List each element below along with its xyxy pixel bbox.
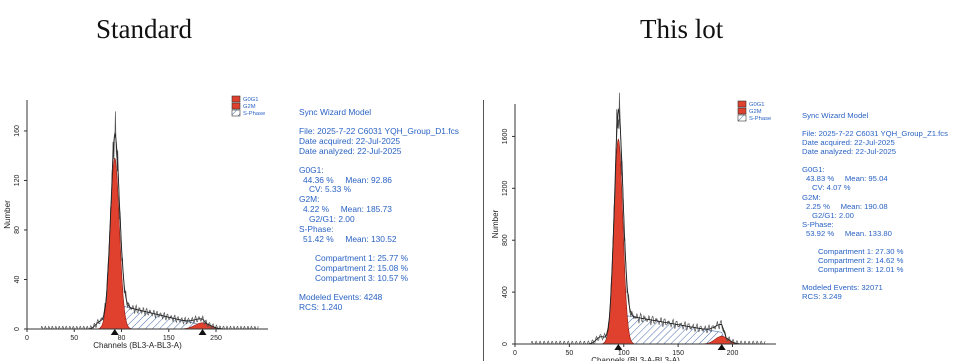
y-tick-label: 160 bbox=[14, 125, 21, 137]
s-phase-pct-mean: 51.42 % Mean: 130.52 bbox=[299, 235, 459, 245]
this-lot-model-info: Sync Wizard Model File: 2025-7-22 C6031 … bbox=[802, 111, 948, 301]
model-name: Sync Wizard Model bbox=[802, 111, 948, 120]
compartment-3: Compartment 3: 10.57 % bbox=[299, 274, 459, 284]
g0g1-title: G0G1: bbox=[802, 165, 948, 174]
y-tick-label: 400 bbox=[502, 286, 509, 298]
g0g1-peak bbox=[99, 158, 131, 329]
raw-histogram-line bbox=[531, 93, 765, 344]
standard-model-info: Sync Wizard Model File: 2025-7-22 C6031 … bbox=[299, 108, 459, 312]
file-name: File: 2025-7-22 C6031 YQH_Group_Z1.fcs bbox=[802, 129, 948, 138]
legend-label: S-Phase bbox=[243, 111, 265, 117]
date-analyzed: Date analyzed: 22-Jul-2025 bbox=[802, 147, 948, 156]
model-name: Sync Wizard Model bbox=[299, 108, 459, 118]
date-analyzed: Date analyzed: 22-Jul-2025 bbox=[299, 147, 459, 157]
y-tick-label: 40 bbox=[14, 275, 21, 283]
peak-marker bbox=[614, 344, 622, 350]
y-tick-label: 80 bbox=[14, 226, 21, 234]
raw-histogram-line bbox=[41, 111, 258, 329]
x-tick-label: 50 bbox=[70, 335, 78, 342]
legend-swatch bbox=[232, 110, 240, 116]
legend-label: G0G1 bbox=[243, 97, 258, 103]
y-tick-label: 1600 bbox=[502, 129, 509, 145]
legend-swatch bbox=[232, 96, 240, 102]
model-fit-line bbox=[531, 110, 765, 345]
y-tick-label: 0 bbox=[502, 342, 509, 346]
x-tick-label: 50 bbox=[565, 350, 573, 357]
y-axis-label: Number bbox=[491, 209, 500, 238]
peak-marker bbox=[718, 344, 726, 350]
y-tick-label: 0 bbox=[14, 327, 21, 331]
y-axis-label: Number bbox=[3, 200, 12, 229]
g0g1-peak bbox=[603, 139, 634, 344]
x-tick-label: 0 bbox=[25, 335, 29, 342]
g0g1-cv: CV: 5.33 % bbox=[299, 185, 459, 195]
legend-swatch bbox=[738, 101, 746, 107]
compartment-3: Compartment 3: 12.01 % bbox=[802, 265, 948, 274]
g0g1-cv: CV: 4.07 % bbox=[802, 183, 948, 192]
g0g1-pct-mean: 43.83 % Mean: 95.04 bbox=[802, 174, 948, 183]
legend-swatch bbox=[738, 115, 746, 121]
compartment-2: Compartment 2: 14.62 % bbox=[802, 256, 948, 265]
y-tick-label: 120 bbox=[14, 175, 21, 187]
x-axis-label: Channels (BL3-A-BL3-A) bbox=[93, 341, 182, 350]
legend-label: G0G1 bbox=[749, 102, 764, 108]
rcs-value: RCS: 3.249 bbox=[802, 292, 948, 301]
s-phase-pct-mean: 53.92 % Mean. 133.80 bbox=[802, 229, 948, 238]
y-tick-label: 800 bbox=[502, 234, 509, 246]
g2m-title: G2M: bbox=[802, 193, 948, 202]
legend-label: S-Phase bbox=[749, 116, 771, 122]
modeled-events: Modeled Events: 32071 bbox=[802, 283, 948, 292]
s-phase-title: S-Phase: bbox=[802, 220, 948, 229]
legend-label: G2M bbox=[243, 104, 256, 110]
legend-label: G2M bbox=[749, 109, 762, 115]
model-fit-line bbox=[41, 134, 258, 330]
x-axis-label: Channels (BL3-A-BL3-A) bbox=[591, 356, 680, 361]
peak-marker bbox=[111, 329, 119, 335]
g2m-pct-mean: 2.25 % Mean: 190.08 bbox=[802, 202, 948, 211]
legend-swatch bbox=[738, 108, 746, 114]
legend-swatch bbox=[232, 103, 240, 109]
g2m-ratio: G2/G1: 2.00 bbox=[802, 211, 948, 220]
x-tick-label: 200 bbox=[727, 350, 739, 357]
y-tick-label: 1200 bbox=[502, 180, 509, 196]
x-tick-label: 0 bbox=[513, 350, 517, 357]
x-tick-label: 250 bbox=[210, 335, 222, 342]
modeled-events: Modeled Events: 4248 bbox=[299, 293, 459, 303]
compartment-1: Compartment 1: 27.30 % bbox=[802, 247, 948, 256]
date-acquired: Date acquired: 22-Jul-2025 bbox=[802, 138, 948, 147]
peak-marker bbox=[199, 329, 207, 335]
rcs-value: RCS: 1.240 bbox=[299, 303, 459, 313]
